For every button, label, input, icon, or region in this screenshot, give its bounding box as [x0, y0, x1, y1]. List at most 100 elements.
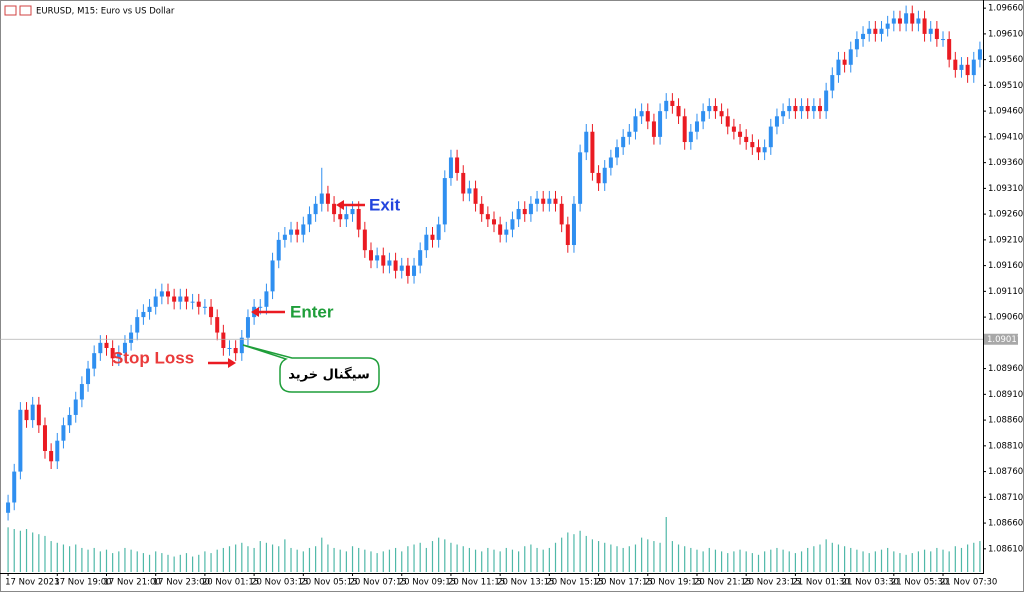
candle-body [553, 198, 558, 204]
y-tick-label: 1.08860 [988, 416, 1023, 426]
candle-body [116, 353, 121, 359]
candle-body [922, 18, 927, 34]
candle-body [301, 224, 306, 235]
x-tick-label: 20 Nov 01:15 [202, 578, 259, 588]
candle-body [565, 224, 570, 246]
candle-body [36, 404, 41, 426]
candle-body [762, 147, 767, 153]
y-tick-label: 1.09460 [988, 107, 1023, 117]
candle-body [701, 111, 706, 122]
y-tick-label: 1.08760 [988, 467, 1023, 477]
candle-body [270, 260, 275, 292]
candle-body [535, 198, 540, 204]
candle-body [590, 131, 595, 173]
candle-body [571, 203, 576, 246]
chart-title: EURUSD, M15: Euro vs US Dollar [36, 7, 175, 17]
candle-body [387, 260, 392, 266]
candle-body [731, 126, 736, 132]
candle-body [479, 203, 484, 215]
candle-body [461, 172, 466, 194]
candle-body [289, 229, 294, 235]
y-tick-label: 1.08910 [988, 390, 1023, 400]
arrow-head [251, 307, 259, 317]
volume-layer [7, 517, 981, 572]
y-tick-label: 1.09510 [988, 81, 1023, 91]
candle-body [30, 404, 35, 421]
arrow-head [228, 358, 236, 368]
y-tick-label: 1.08610 [988, 544, 1023, 554]
candle-body [799, 105, 804, 112]
candle-body [418, 250, 423, 266]
candle-body [172, 296, 177, 302]
icon [4, 5, 17, 16]
candle-body [510, 219, 515, 230]
candle-body [541, 198, 546, 204]
callout-text: سیگنال خرید [288, 367, 370, 383]
candle-body [49, 450, 54, 462]
candle-body [578, 152, 583, 204]
candle-body [750, 142, 755, 148]
candle-body [971, 59, 976, 76]
candle-body [79, 384, 84, 400]
candle-body [227, 348, 232, 350]
y-tick-label: 1.08710 [988, 493, 1023, 503]
candle-body [707, 105, 712, 112]
candle-body [910, 13, 915, 24]
candle-body [842, 59, 847, 65]
x-tick-label: 20 Nov 21:15 [694, 578, 751, 588]
candle-body [645, 111, 650, 122]
current-price-label: 1.09017 [987, 335, 1022, 345]
candle-body [738, 131, 743, 137]
candle-body [627, 131, 632, 137]
candle-body [24, 409, 29, 421]
candle-body [682, 116, 687, 143]
x-tick-label: 17 Nov 21:00 [103, 578, 160, 588]
candle-body [793, 105, 798, 112]
candle-body [442, 178, 447, 225]
candle-layer [6, 5, 982, 521]
candle-body [787, 105, 792, 112]
candle-body [405, 265, 410, 276]
x-tick-label: 20 Nov 05:15 [300, 578, 357, 588]
x-tick-label: 17 Nov 23:00 [153, 578, 210, 588]
y-tick-label: 1.09210 [988, 235, 1023, 245]
candle-body [319, 193, 324, 204]
callout-bubble [242, 344, 380, 393]
candle-body [233, 348, 238, 354]
candle-body [122, 342, 127, 354]
candle-body [455, 157, 460, 173]
title-block: EURUSD, M15: Euro vs US Dollar [4, 5, 175, 17]
y-tick-label: 1.09610 [988, 29, 1023, 39]
candle-body [658, 111, 663, 137]
candle-body [178, 296, 183, 302]
candle-body [522, 208, 527, 215]
candle-body [781, 111, 786, 117]
candle-body [313, 203, 318, 215]
annotation-stop-loss: Stop Loss [112, 348, 236, 368]
candle-body [904, 13, 909, 24]
x-tick-label: 20 Nov 23:15 [743, 578, 800, 588]
candle-body [861, 33, 866, 40]
candle-body [879, 28, 884, 34]
candle-body [436, 224, 441, 240]
candle-body [615, 147, 620, 158]
candle-body [6, 502, 11, 513]
candle-body [965, 64, 970, 76]
y-tick-label: 1.08660 [988, 519, 1023, 529]
y-tick-label: 1.09110 [988, 287, 1023, 297]
candle-body [356, 208, 361, 230]
candle-body [756, 147, 761, 153]
candle-body [873, 28, 878, 34]
candle-body [424, 234, 429, 251]
candle-body [12, 471, 17, 503]
axis-layer: 1.09660 1.09610 1.09560 1.09510 1.09460 1.094… [0, 4, 1023, 588]
candle-body [258, 306, 263, 308]
candle-body [202, 306, 207, 308]
callout: سیگنال خرید [242, 344, 380, 393]
candle-body [928, 28, 933, 34]
candle-body [412, 265, 417, 276]
candle-body [448, 157, 453, 179]
